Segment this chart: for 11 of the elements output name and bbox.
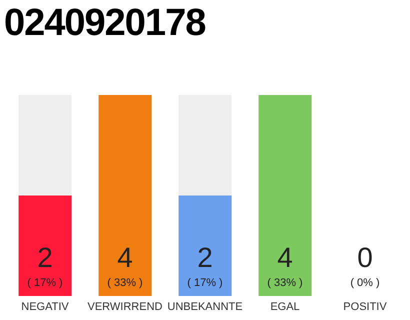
x-tick-label: VERWIRREND (88, 301, 163, 313)
x-tick-label: POSITIV (343, 301, 388, 313)
x-tick-label: NEGATIV (21, 301, 70, 313)
data-label: 4 ( 33% ) (267, 242, 303, 289)
data-label: 2 ( 17% ) (27, 242, 63, 289)
data-label: 4 ( 33% ) (107, 242, 143, 289)
data-label: 0 ( 0% ) (350, 242, 380, 289)
chart-title: 0240920178 (4, 1, 206, 46)
data-label: 2 ( 17% ) (187, 242, 223, 289)
x-tick-label: EGAL (270, 301, 300, 313)
x-tick-label: UNBEKANNTE (167, 301, 243, 313)
